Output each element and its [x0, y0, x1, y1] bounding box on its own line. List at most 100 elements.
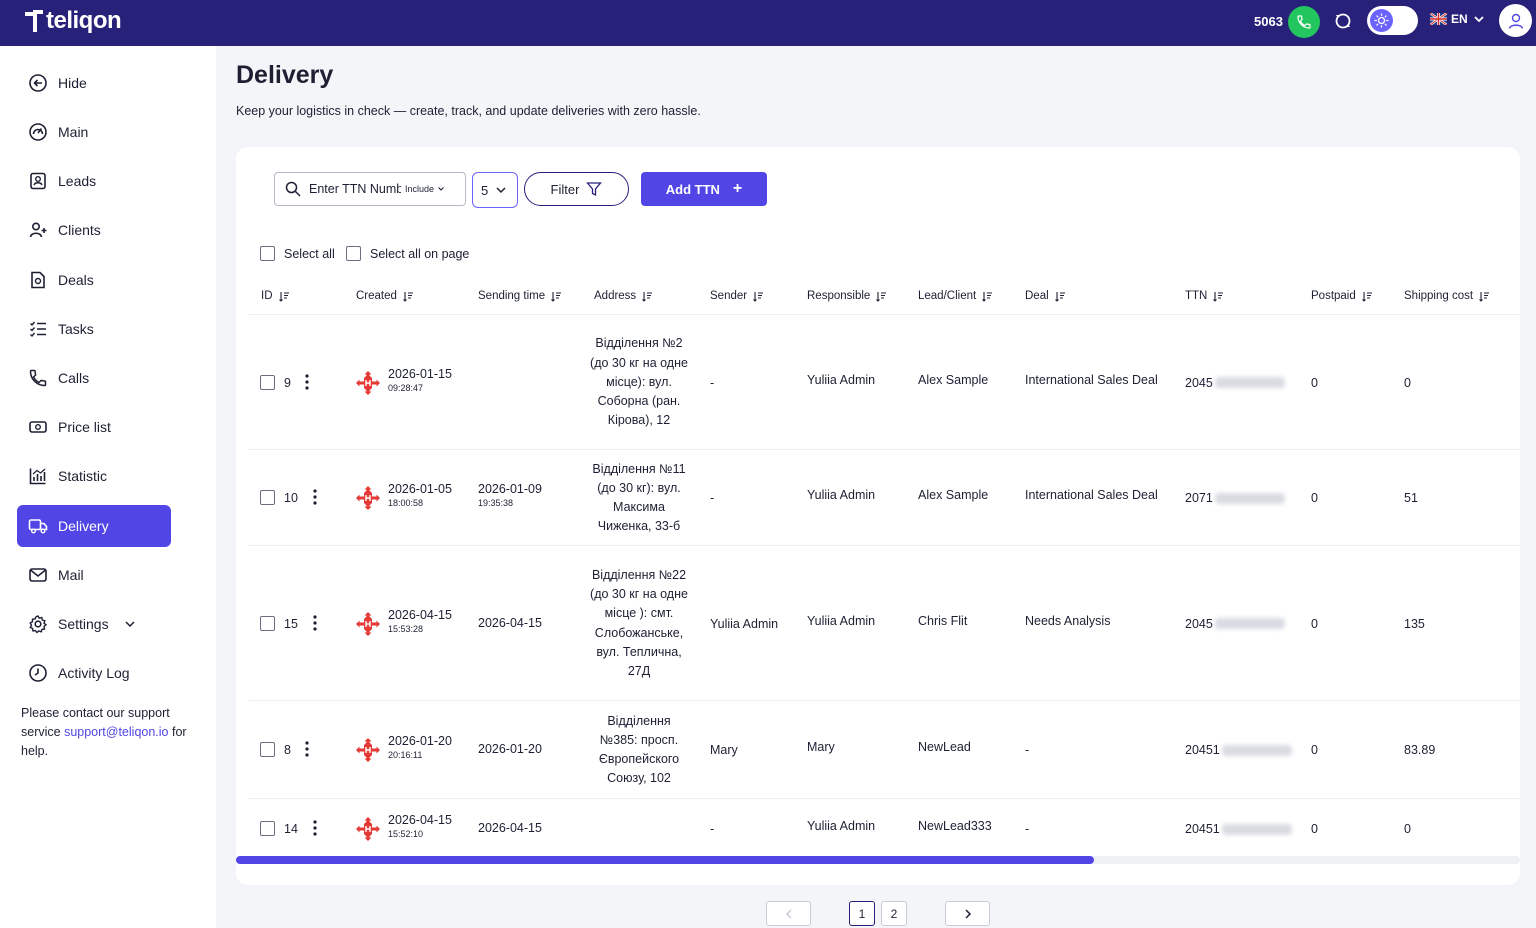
sidebar-item-calls[interactable]: Calls: [17, 357, 171, 399]
select-all[interactable]: Select all: [260, 246, 335, 261]
sidebar-item-delivery[interactable]: Delivery: [17, 505, 171, 547]
sort-icon[interactable]: [403, 291, 414, 302]
ttn-prefix: 2071: [1185, 491, 1213, 505]
row-checkbox[interactable]: [260, 615, 275, 631]
sort-icon[interactable]: [876, 291, 887, 302]
row-checkbox[interactable]: [260, 490, 275, 505]
column-header-id[interactable]: ID: [261, 290, 290, 302]
page-1-button[interactable]: 1: [849, 901, 875, 926]
column-header-responsible[interactable]: Responsible: [807, 290, 887, 302]
deal-link[interactable]: International Sales Deal: [1025, 488, 1158, 502]
postpaid-value: 0: [1311, 491, 1318, 505]
sending-datetime: 2026-01-09 19:35:38: [478, 482, 542, 508]
sidebar-item-statistic[interactable]: Statistic: [17, 455, 171, 497]
lead-client-link[interactable]: Alex Sample: [918, 372, 989, 387]
column-header-sending[interactable]: Sending time: [478, 290, 562, 302]
row-checkbox[interactable]: [260, 742, 275, 757]
sort-icon[interactable]: [278, 291, 290, 302]
per-page-select[interactable]: 5: [472, 172, 518, 208]
sidebar-item-label: Mail: [58, 567, 84, 583]
next-page-button[interactable]: [945, 901, 990, 926]
sort-icon[interactable]: [1213, 291, 1224, 302]
sort-icon[interactable]: [982, 291, 993, 302]
sidebar-item-price-list[interactable]: Price list: [17, 406, 171, 448]
shipping-cost: 0: [1404, 375, 1411, 390]
sync-icon[interactable]: [1333, 11, 1353, 31]
sort-icon[interactable]: [1361, 291, 1373, 302]
deal-doc-icon: [28, 270, 48, 290]
column-header-lead[interactable]: Lead/Client: [918, 290, 993, 302]
sidebar-item-hide[interactable]: Hide: [17, 62, 171, 104]
ttn-number[interactable]: 20451: [1185, 743, 1292, 757]
sort-icon[interactable]: [642, 291, 653, 302]
deal-link[interactable]: Needs Analysis: [1025, 613, 1111, 628]
sidebar-item-clients[interactable]: Clients: [17, 209, 171, 251]
clock-icon: [28, 663, 48, 683]
deal-link[interactable]: -: [1025, 822, 1030, 836]
deal-link[interactable]: International Sales Deal: [1025, 372, 1158, 387]
column-header-address[interactable]: Address: [594, 290, 653, 302]
sort-icon[interactable]: [551, 291, 562, 302]
filter-button[interactable]: Filter: [524, 172, 629, 206]
scrollbar-thumb[interactable]: [236, 856, 1094, 864]
sidebar-item-leads[interactable]: Leads: [17, 160, 171, 202]
ttn-search[interactable]: Include: [274, 172, 466, 206]
ttn-number[interactable]: 20451: [1185, 822, 1292, 836]
sidebar-item-label: Statistic: [58, 468, 108, 484]
filter-icon: [586, 182, 603, 197]
sidebar-item-tasks[interactable]: Tasks: [17, 308, 171, 350]
sidebar-item-settings[interactable]: Settings: [17, 603, 171, 645]
created-datetime: 2026-01-20 20:16:11: [388, 734, 452, 760]
language-selector[interactable]: EN: [1430, 12, 1485, 26]
lead-client-link[interactable]: Alex Sample: [918, 488, 989, 502]
sidebar-item-activity-log[interactable]: Activity Log: [17, 652, 171, 694]
table-row: 15 2026-04-15 15:53:28 2026-04-15 Відділення…: [249, 546, 1520, 701]
ttn-number[interactable]: 2045: [1185, 617, 1285, 631]
support-note: Please contact our support service suppo…: [21, 704, 201, 761]
column-header-sender[interactable]: Sender: [710, 290, 764, 302]
column-header-shipping[interactable]: Shipping cost: [1404, 290, 1490, 302]
row-menu-icon[interactable]: [313, 614, 317, 636]
lead-client-link[interactable]: NewLead: [918, 740, 971, 754]
add-ttn-button[interactable]: Add TTN +: [641, 172, 767, 206]
row-menu-icon[interactable]: [305, 741, 309, 762]
gauge-icon: [28, 122, 48, 142]
ttn-search-input[interactable]: [309, 182, 401, 196]
horizontal-scrollbar[interactable]: [236, 856, 1520, 864]
ttn-number[interactable]: 2071: [1185, 491, 1285, 505]
responsible-name: Yuliia Admin: [807, 613, 876, 628]
sidebar-item-main[interactable]: Main: [17, 111, 171, 153]
column-header-deal[interactable]: Deal: [1025, 290, 1066, 302]
task-list-icon: [28, 319, 48, 339]
ttn-number[interactable]: 2045: [1185, 376, 1285, 390]
column-header-postpaid[interactable]: Postpaid: [1311, 290, 1373, 302]
column-header-ttn[interactable]: TTN: [1185, 290, 1224, 302]
user-avatar[interactable]: [1499, 4, 1532, 37]
sort-icon[interactable]: [753, 291, 764, 302]
sidebar-item-mail[interactable]: Mail: [17, 554, 171, 596]
responsible-name: Yuliia Admin: [807, 819, 876, 833]
include-select[interactable]: Include: [405, 184, 445, 194]
page-2-button[interactable]: 2: [881, 901, 907, 926]
sidebar-item-deals[interactable]: Deals: [17, 259, 171, 301]
row-menu-icon[interactable]: [305, 373, 309, 395]
teliqon-logo[interactable]: teliqon: [22, 7, 122, 35]
select-page-checkbox[interactable]: [346, 246, 361, 261]
select-all-checkbox[interactable]: [260, 246, 275, 261]
deal-link[interactable]: -: [1025, 743, 1030, 757]
lead-client-link[interactable]: NewLead333: [918, 819, 992, 833]
call-button[interactable]: [1288, 6, 1320, 38]
row-menu-icon[interactable]: [313, 489, 317, 510]
sender-name: -: [710, 375, 715, 390]
row-checkbox[interactable]: [260, 374, 275, 390]
sort-icon[interactable]: [1479, 291, 1490, 302]
prev-page-button[interactable]: [766, 901, 811, 926]
select-page[interactable]: Select all on page: [346, 246, 469, 261]
row-checkbox[interactable]: [260, 821, 275, 836]
theme-toggle[interactable]: [1367, 6, 1418, 35]
row-menu-icon[interactable]: [313, 820, 317, 841]
column-header-created[interactable]: Created: [356, 290, 414, 302]
sort-icon[interactable]: [1054, 291, 1066, 302]
lead-client-link[interactable]: Chris Flit: [918, 613, 968, 628]
support-email-link[interactable]: support@teliqon.io: [64, 725, 169, 739]
